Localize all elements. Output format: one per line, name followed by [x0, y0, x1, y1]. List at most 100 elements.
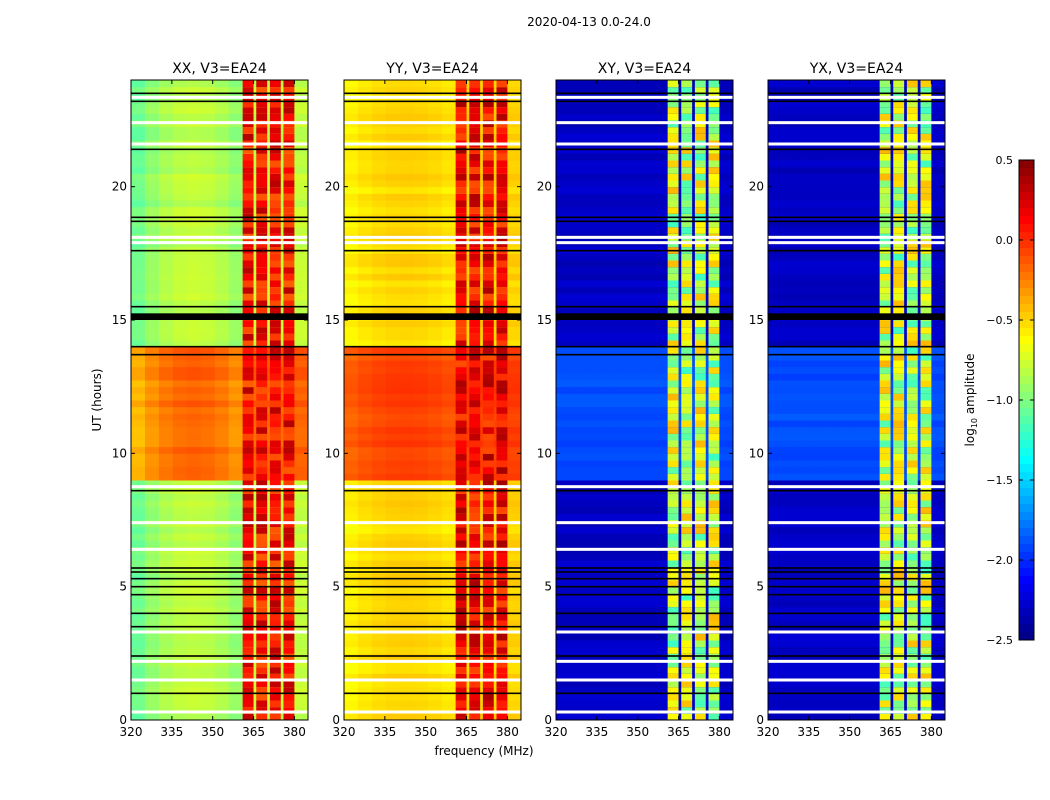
heatmap-cell — [131, 466, 146, 474]
heatmap-cell — [413, 680, 429, 688]
rfi-cell — [920, 686, 932, 694]
rfi-cell — [893, 320, 905, 328]
rfi-cell — [879, 680, 891, 688]
heatmap-cell — [639, 453, 655, 461]
rfi-cell — [667, 280, 679, 288]
heatmap-cell — [413, 86, 429, 94]
heatmap-cell — [371, 606, 387, 614]
rfi-cell — [482, 640, 494, 648]
heatmap-cell — [186, 426, 202, 434]
rfi-cell — [283, 113, 295, 121]
rfi-cell — [906, 340, 918, 348]
heatmap-cell — [781, 333, 797, 341]
rfi-cell — [482, 613, 494, 621]
heatmap-cell — [851, 526, 867, 534]
heatmap-cell — [597, 560, 613, 568]
rfi-cell — [269, 626, 281, 634]
heatmap-cell — [865, 226, 881, 234]
heatmap-cell — [851, 273, 867, 281]
heatmap-cell — [413, 346, 429, 354]
heatmap-cell — [597, 673, 613, 681]
rfi-cell — [920, 700, 932, 708]
y-tick-label: 10 — [112, 446, 127, 460]
rfi-cell — [879, 360, 891, 368]
flagged-row — [556, 489, 733, 492]
heatmap-cell — [611, 220, 627, 228]
heatmap-cell — [625, 553, 641, 561]
heatmap-cell — [186, 613, 202, 621]
rfi-cell — [455, 673, 467, 681]
heatmap-cell — [611, 440, 627, 448]
rfi-cell — [920, 280, 932, 288]
heatmap-cell — [583, 280, 599, 288]
heatmap-cell — [441, 366, 457, 374]
heatmap-cell — [625, 160, 641, 168]
heatmap-cell — [344, 713, 359, 720]
heatmap-cell — [214, 566, 230, 574]
rfi-cell — [879, 253, 891, 261]
heatmap-cell — [131, 366, 146, 374]
heatmap-cell — [611, 320, 627, 328]
heatmap-cell — [768, 353, 783, 361]
heatmap-cell — [385, 193, 401, 201]
rfi-cell — [708, 493, 720, 501]
heatmap-cell — [639, 693, 655, 701]
heatmap-cell — [583, 446, 599, 454]
rfi-cell — [269, 420, 281, 428]
heatmap-cell — [569, 280, 585, 288]
rfi-cell — [256, 446, 268, 454]
rfi-cell — [455, 80, 467, 88]
heatmap-cell — [371, 466, 387, 474]
blank-row — [131, 142, 308, 146]
rfi-cell — [455, 633, 467, 641]
heatmap-cell — [427, 113, 443, 121]
heatmap-cell — [357, 646, 373, 654]
rfi-cell — [920, 593, 932, 601]
rfi-cell — [906, 640, 918, 648]
heatmap-cell — [781, 226, 797, 234]
heatmap-cell — [413, 653, 429, 661]
heatmap-cell — [809, 586, 825, 594]
heatmap-cell — [344, 580, 359, 588]
heatmap-cell — [597, 653, 613, 661]
heatmap-cell — [344, 333, 359, 341]
rfi-cell — [681, 500, 693, 508]
rfi-cell — [667, 446, 679, 454]
heatmap-cell — [653, 533, 669, 541]
rfi-cell — [496, 113, 508, 121]
rfi-cell — [242, 153, 254, 161]
heatmap-cell — [427, 460, 443, 468]
heatmap-cell — [569, 293, 585, 301]
rfi-cell — [708, 613, 720, 621]
heatmap-cell — [186, 340, 202, 348]
heatmap-cell — [865, 420, 881, 428]
heatmap-cell — [186, 560, 202, 568]
heatmap-cell — [583, 266, 599, 274]
heatmap-cell — [144, 300, 160, 308]
rfi-cell — [269, 126, 281, 134]
rfi-cell — [681, 226, 693, 234]
heatmap-cell — [653, 226, 669, 234]
heatmap-cell — [144, 473, 160, 481]
heatmap-cell — [172, 300, 188, 308]
rfi-cell — [283, 400, 295, 408]
flagged-row — [131, 220, 308, 223]
heatmap-cell — [399, 360, 415, 368]
blank-row — [344, 547, 521, 551]
heatmap-cell — [865, 653, 881, 661]
heatmap-cell — [371, 446, 387, 454]
rfi-cell — [879, 660, 891, 668]
heatmap-cell — [851, 660, 867, 668]
heatmap-cell — [158, 260, 174, 268]
rfi-cell — [496, 506, 508, 514]
heatmap-cell — [653, 206, 669, 214]
heatmap-cell — [131, 326, 146, 334]
rfi-cell — [256, 386, 268, 394]
heatmap-cell — [795, 586, 811, 594]
heatmap-cell — [569, 353, 585, 361]
rfi-cell — [256, 660, 268, 668]
rfi-cell — [496, 566, 508, 574]
heatmap-cell — [837, 540, 853, 548]
heatmap-cell — [357, 466, 373, 474]
heatmap-cell — [172, 326, 188, 334]
